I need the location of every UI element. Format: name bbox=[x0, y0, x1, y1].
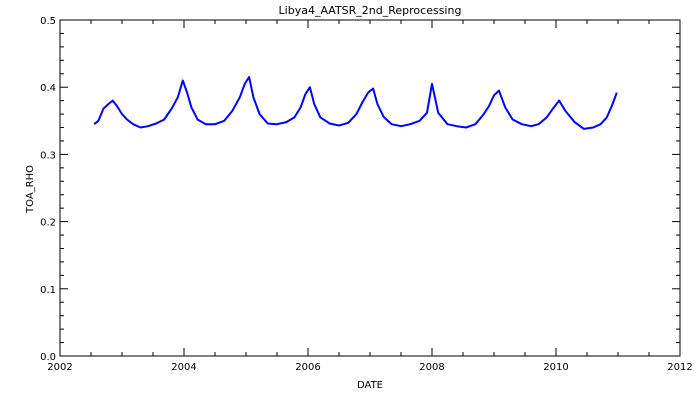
y-tick-label: 0.4 bbox=[40, 83, 56, 94]
x-axis: 2002 2004 2006 2008 2010 2012 bbox=[47, 20, 693, 373]
y-tick-label: 0.0 bbox=[40, 352, 56, 363]
y-axis: 0.0 0.1 0.2 0.3 0.4 0.5 bbox=[40, 16, 680, 363]
plot-frame bbox=[59, 19, 681, 357]
y-tick-label: 0.3 bbox=[40, 150, 56, 161]
x-tick-label: 2012 bbox=[667, 362, 692, 373]
y-tick-label: 0.2 bbox=[40, 218, 56, 229]
x-tick-label: 2008 bbox=[419, 362, 444, 373]
x-tick-label: 2004 bbox=[171, 362, 196, 373]
x-axis-title: DATE bbox=[357, 380, 383, 391]
y-tick-label: 0.5 bbox=[40, 16, 56, 27]
y-axis-title: TOA_RHO bbox=[25, 165, 36, 214]
x-tick-label: 2006 bbox=[295, 362, 320, 373]
x-tick-label: 2010 bbox=[543, 362, 568, 373]
chart-title: Libya4_AATSR_2nd_Reprocessing bbox=[279, 4, 462, 17]
y-tick-label: 0.1 bbox=[40, 285, 56, 296]
series-layer bbox=[93, 76, 618, 130]
series-line-0 bbox=[93, 76, 618, 130]
x-tick-label: 2002 bbox=[47, 362, 72, 373]
